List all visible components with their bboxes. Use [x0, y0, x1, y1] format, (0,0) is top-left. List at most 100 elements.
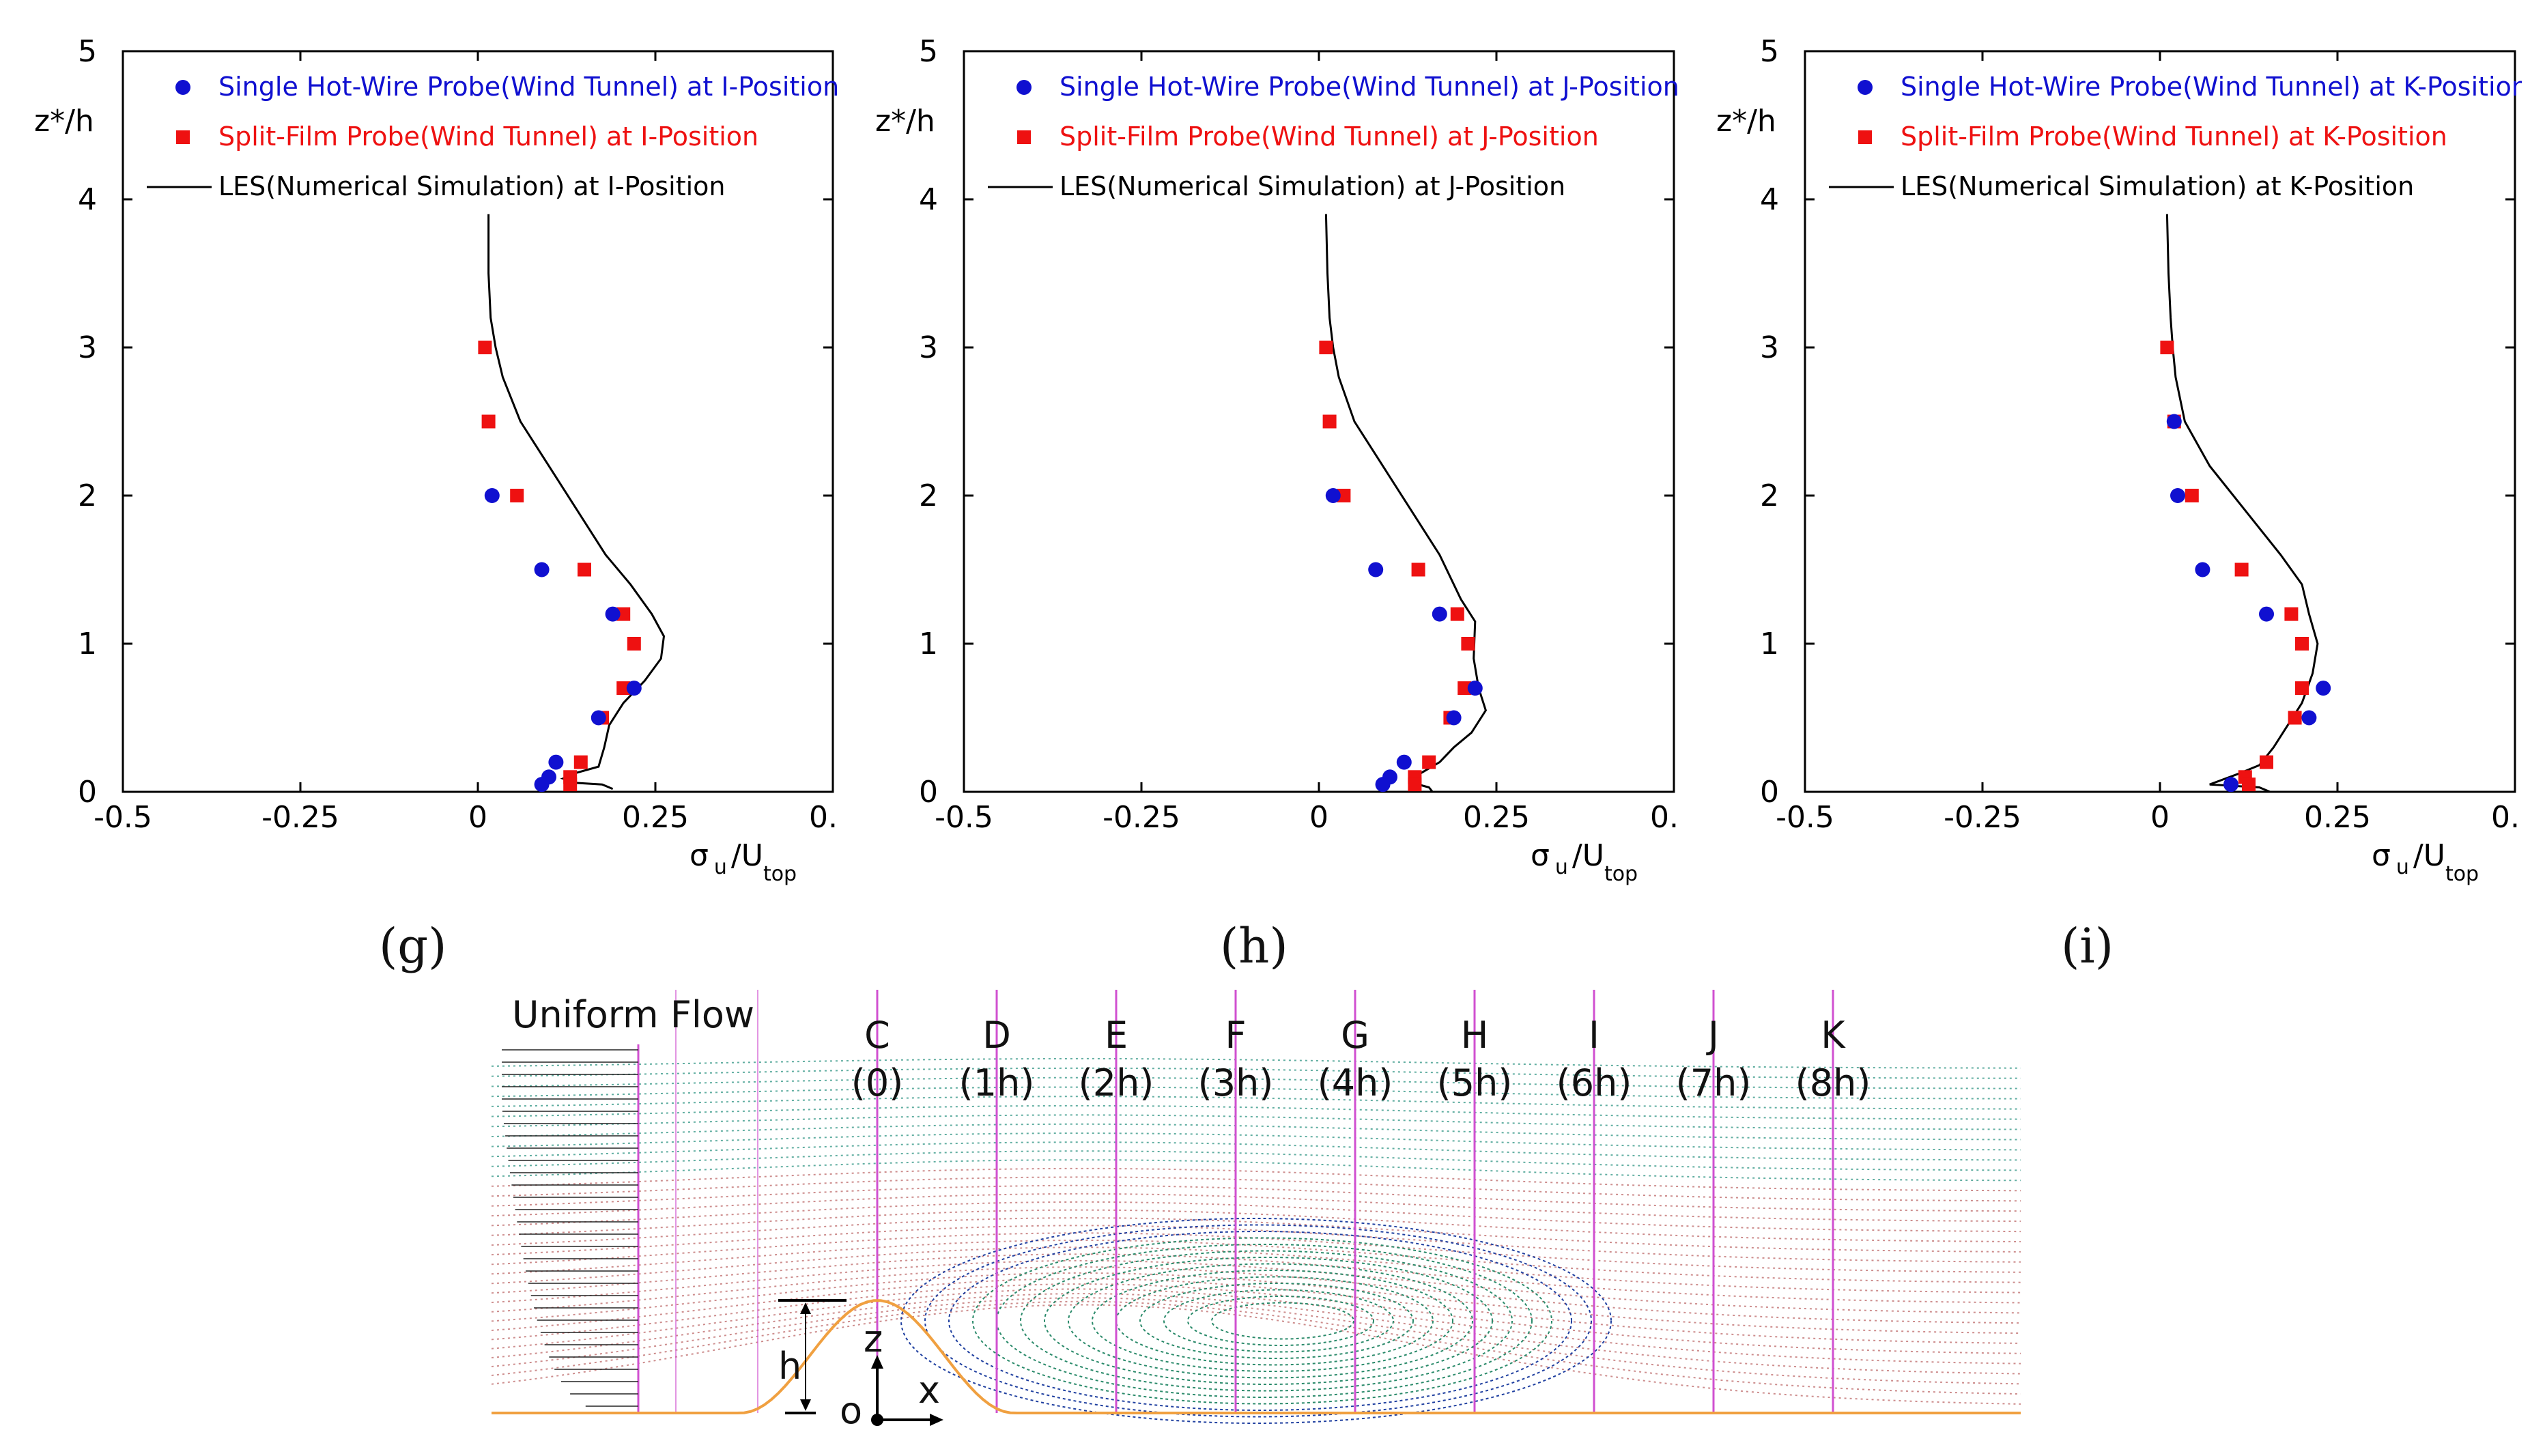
streamline [492, 1297, 2021, 1385]
x-tick-label: 0.25 [1463, 800, 1530, 835]
streamline [492, 1167, 2021, 1192]
split-film-point [1458, 681, 1472, 696]
station-position-C: (0) [851, 1061, 904, 1104]
streamline [492, 1176, 2021, 1202]
x-axis-label: x [918, 1369, 940, 1412]
legend-label: Split-Film Probe(Wind Tunnel) at J-Posit… [1060, 122, 1599, 152]
y-tick-label: 2 [78, 479, 97, 513]
vortex-streamline [1163, 1289, 1394, 1353]
hot-wire-point [2316, 681, 2331, 696]
split-film-point [1322, 414, 1337, 429]
les-line [1324, 214, 1488, 793]
coordinate-axes: z x o [840, 1317, 943, 1432]
legend-marker-split-film [176, 130, 190, 144]
y-tick-label: 1 [919, 627, 938, 661]
x-tick-label: 0 [1309, 800, 1328, 835]
streamline [492, 1123, 2021, 1141]
vortex-streamline [1187, 1296, 1374, 1346]
hot-wire-point [1467, 681, 1483, 696]
hot-wire-point [605, 606, 621, 622]
split-film-point [1319, 341, 1333, 354]
les-line [2165, 214, 2319, 793]
legend-marker-hot-wire [1858, 80, 1873, 95]
split-film-point [1450, 607, 1464, 621]
hot-wire-point [591, 710, 606, 726]
hot-wire-point [534, 562, 550, 577]
streamline [492, 1193, 2021, 1223]
split-film-point [573, 755, 588, 769]
legend-label: Single Hot-Wire Probe(Wind Tunnel) at I-… [218, 72, 839, 102]
streamline [492, 1217, 2021, 1253]
chart-svg-g: -0.5 -0.25 0 0.25 0.5 0 1 2 3 4 5 z*/h σu/Utop Single… [34, 34, 840, 886]
station-position-I: (6h) [1556, 1061, 1632, 1104]
chart-panel-i: -0.5 -0.25 0 0.25 0.5 0 1 2 3 4 5 z*/h σu/Utop Single… [1682, 0, 2522, 974]
recirculation-vortex [900, 1218, 1612, 1424]
station-letter-C: C [864, 1014, 890, 1057]
plot-frame-g [122, 50, 834, 793]
split-film-point [481, 414, 496, 429]
legend-label: Single Hot-Wire Probe(Wind Tunnel) at J-… [1060, 72, 1679, 102]
x-tick-label: -0.25 [261, 800, 339, 835]
x-tick-label: -0.5 [1776, 800, 1834, 835]
streamline [492, 1201, 2021, 1233]
x-tick-label: -0.5 [935, 800, 993, 835]
streamline [492, 1086, 2021, 1100]
x-axis-label: σ u/Utop [2372, 838, 2479, 886]
station-letter-K: K [1821, 1014, 1846, 1057]
streamline [492, 1225, 2021, 1263]
legend-label: Split-Film Probe(Wind Tunnel) at K-Posit… [1901, 122, 2447, 152]
hot-wire-point [1446, 710, 1462, 726]
y-tick-label: 1 [78, 627, 97, 661]
vortex-streamline [1092, 1270, 1453, 1372]
split-film-point [1337, 489, 1351, 502]
split-film-point [2295, 681, 2309, 696]
hot-wire-point [484, 488, 500, 503]
panel-label-h: (h) [1220, 918, 1288, 974]
vortex-streamline [972, 1237, 1552, 1405]
split-film-point [2160, 341, 2174, 354]
station-letter-D: D [982, 1014, 1011, 1057]
origin-label: o [840, 1389, 862, 1432]
streamline [492, 1300, 2021, 1395]
legend-label: LES(Numerical Simulation) at J-Position [1060, 171, 1565, 201]
y-tick-label: 0 [919, 775, 938, 810]
streamline [492, 1057, 2021, 1069]
streamline [492, 1240, 2021, 1283]
y-tick-label: 4 [1760, 182, 1779, 217]
split-film-point [2260, 755, 2273, 769]
streamline [492, 1253, 2021, 1304]
streamline [492, 1184, 2021, 1212]
split-film-point [616, 607, 631, 621]
y-tick-label: 3 [1760, 330, 1779, 365]
hot-wire-point [548, 754, 564, 770]
streamline [492, 1141, 2021, 1161]
split-film-point [1422, 755, 1436, 769]
hot-wire-point [2166, 414, 2182, 429]
x-tick-label: 0.5 [809, 800, 840, 835]
x-tick-label: 0.25 [2304, 800, 2371, 835]
legend-marker-split-film [1858, 130, 1872, 144]
legend-label: LES(Numerical Simulation) at K-Position [1901, 171, 2414, 201]
hot-wire-point [1375, 777, 1391, 793]
hot-wire-point [2195, 562, 2210, 577]
chart-svg-h: -0.5 -0.25 0 0.25 0.5 0 1 2 3 4 5 z*/h σu/Utop Single… [875, 34, 1681, 886]
y-axis-label: z*/h [1716, 104, 1776, 139]
y-tick-label: 3 [919, 330, 938, 365]
station-letter-E: E [1105, 1014, 1128, 1057]
streamline [492, 1246, 2021, 1294]
station-position-J: (7h) [1676, 1061, 1752, 1104]
x-axis-label: σ u/Utop [689, 838, 797, 886]
chart-panel-h: -0.5 -0.25 0 0.25 0.5 0 1 2 3 4 5 z*/h σu/Utop Single… [841, 0, 1681, 974]
streamline [492, 1067, 2021, 1079]
station-position-D: (1h) [959, 1061, 1035, 1104]
flow-diagram: Uniform Flow C(0) D(1h) E(2h) F(3h) G(4h) H(5… [492, 969, 2021, 1447]
x-tick-label: 0.5 [2491, 800, 2522, 835]
station-letter-J: J [1706, 1014, 1719, 1057]
panel-label-g: (g) [379, 918, 447, 974]
split-film-point [578, 562, 591, 577]
station-letter-F: F [1225, 1014, 1246, 1057]
split-film-point [478, 341, 492, 354]
x-tick-label: -0.25 [1944, 800, 2021, 835]
vortex-streamline [1139, 1283, 1414, 1359]
vortex-streamline [1211, 1302, 1354, 1340]
